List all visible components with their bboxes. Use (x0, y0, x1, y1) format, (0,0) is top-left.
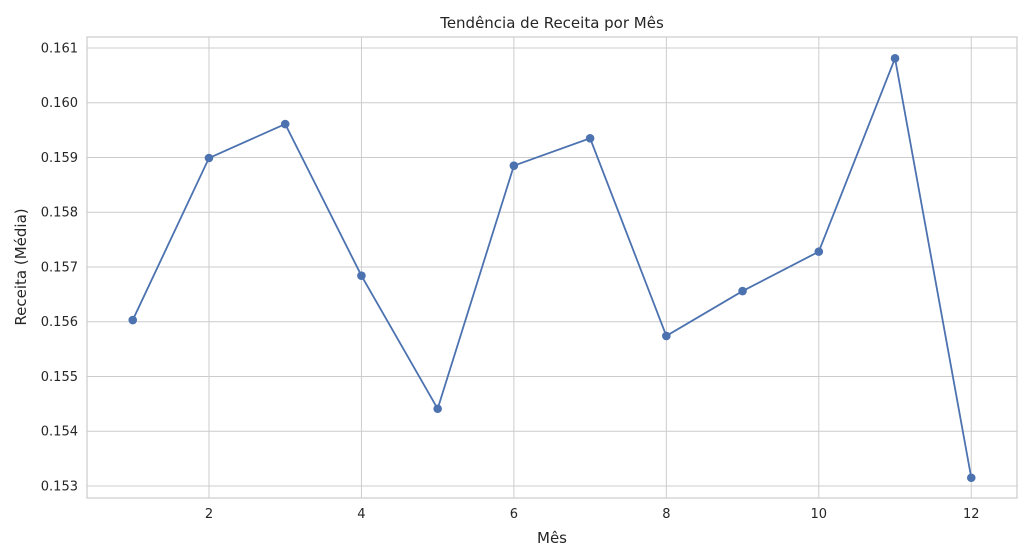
data-point (357, 271, 366, 281)
y-tick-label: 0.159 (41, 151, 78, 166)
x-axis-label: Mês (537, 529, 567, 547)
data-point (128, 315, 138, 325)
data-point (509, 161, 519, 170)
x-tick-label: 8 (662, 507, 670, 522)
y-tick-labels: 0.153 0.154 0.155 0.156 0.157 0.158 0.159 0.160… (41, 41, 78, 494)
chart-title: Tendência de Receita por Mês (439, 14, 664, 32)
x-tick-labels: 2 4 6 8 10 12 (205, 507, 980, 522)
y-tick-label: 0.155 (41, 370, 78, 385)
x-tick-label: 2 (205, 507, 213, 522)
data-point (585, 133, 595, 143)
data-point (966, 473, 976, 483)
y-tick-label: 0.154 (41, 425, 78, 440)
y-axis-label: Receita (Média) (12, 208, 30, 325)
data-point (662, 331, 671, 341)
x-tick-label: 6 (510, 507, 518, 522)
data-point (204, 153, 214, 163)
data-point (814, 247, 824, 256)
x-tick-label: 10 (811, 507, 828, 522)
y-tick-label: 0.157 (41, 260, 78, 275)
y-tick-label: 0.161 (41, 41, 78, 56)
series-line (131, 55, 973, 478)
y-tick-label: 0.158 (41, 206, 78, 221)
y-tick-label: 0.160 (41, 96, 78, 111)
x-tick-label: 4 (357, 507, 365, 522)
y-tick-label: 0.156 (41, 315, 78, 330)
grid-lines (87, 37, 1017, 498)
data-point (280, 119, 290, 129)
data-point (433, 404, 442, 414)
x-tick-label: 12 (963, 507, 980, 522)
y-tick-label: 0.153 (41, 479, 78, 494)
data-point (738, 286, 747, 296)
data-point (890, 54, 900, 63)
series-layer (128, 54, 976, 483)
plot-frame (86, 36, 1018, 499)
